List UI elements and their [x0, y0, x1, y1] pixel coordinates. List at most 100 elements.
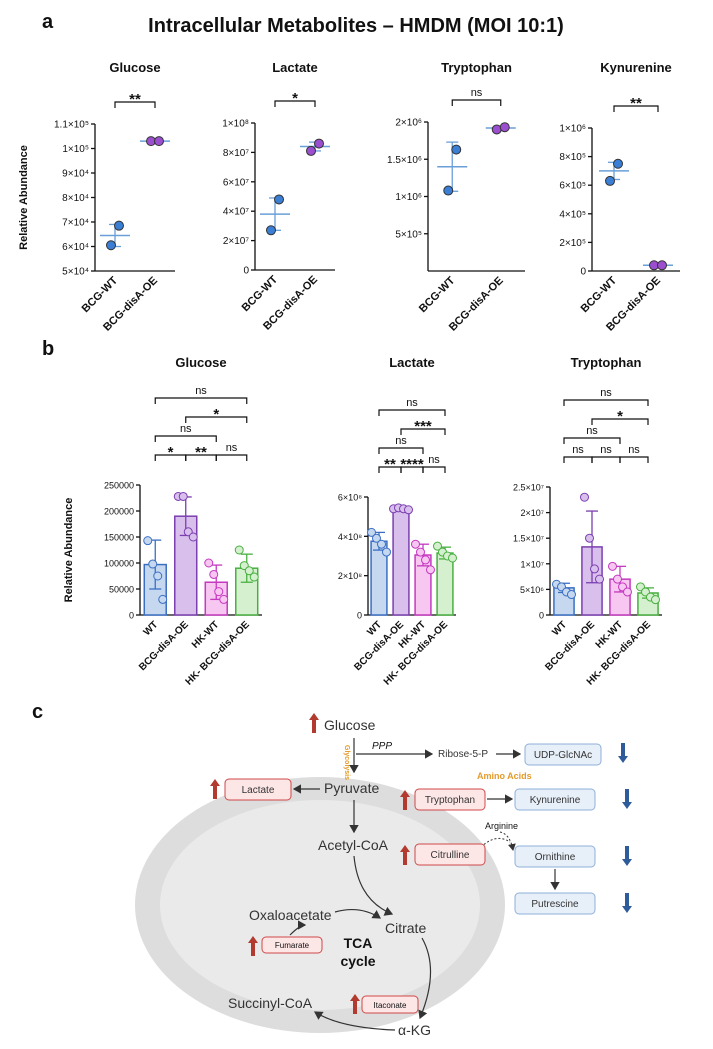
node-box — [514, 788, 596, 811]
data-point — [421, 555, 430, 565]
y-tick-label: 1×10⁵ — [62, 144, 89, 155]
node: Citrulline — [431, 850, 470, 861]
significance-label: ns — [195, 385, 207, 397]
x-tick-label: BCG-WT — [579, 274, 620, 315]
y-tick-label: 5×10⁶ — [520, 585, 544, 595]
data-point — [433, 541, 442, 551]
y-tick-label: 0 — [539, 611, 544, 621]
y-tick-label: 50000 — [109, 585, 134, 595]
node-box — [261, 936, 323, 954]
node: Amino Acids — [477, 771, 532, 781]
significance-label: * — [292, 90, 298, 107]
node: Arginine — [485, 821, 518, 831]
mitochondrion-inner — [160, 800, 480, 1010]
node: Glucose — [324, 717, 376, 733]
significance-label: ns — [226, 442, 238, 454]
data-point — [209, 569, 219, 579]
y-tick-label: 0 — [580, 267, 586, 278]
significance-label: ns — [572, 444, 584, 456]
y-tick-label: 5×10⁴ — [62, 267, 89, 278]
y-tick-label: 1.5×10⁶ — [387, 155, 422, 166]
node: Citrate — [385, 920, 426, 936]
y-tick-label: 1×10⁷ — [520, 559, 544, 569]
significance-bracket — [591, 456, 621, 463]
significance-label: ** — [129, 91, 141, 108]
down-arrow — [622, 846, 632, 866]
significance-bracket — [185, 416, 248, 423]
significance-label: ns — [406, 397, 418, 409]
y-tick-label: 0 — [129, 611, 134, 621]
node: Kynurenine — [530, 795, 581, 806]
significance-label: ** — [630, 95, 642, 112]
node: Pyruvate — [324, 780, 379, 796]
data-point — [178, 491, 188, 501]
chart-title: Lactate — [389, 355, 435, 370]
significance-label: ns — [586, 425, 598, 437]
data-point — [595, 574, 604, 584]
y-tick-label: 0 — [357, 611, 362, 621]
chart-title: Kynurenine — [600, 60, 672, 75]
data-point — [158, 594, 168, 604]
y-axis-label: Relative Abundance — [18, 145, 30, 250]
data-point — [580, 492, 589, 502]
chart-title: Tryptophan — [571, 355, 642, 370]
arrow — [499, 831, 516, 851]
y-tick-label: 150000 — [104, 533, 134, 543]
data-point — [567, 590, 576, 600]
data-point — [219, 594, 229, 604]
bar — [436, 552, 454, 616]
data-point — [608, 561, 617, 571]
node: Lactate — [242, 785, 275, 796]
significance-label: ns — [471, 87, 483, 99]
significance-bracket — [154, 435, 217, 442]
node-box — [524, 743, 602, 766]
down-arrow — [618, 743, 628, 763]
significance-bracket — [591, 418, 649, 425]
significance-bracket — [563, 437, 621, 444]
significance-label: ns — [600, 387, 612, 399]
significance-bracket — [400, 428, 446, 435]
chart-title: Glucose — [109, 60, 160, 75]
node: TCA — [344, 935, 373, 951]
significance-label: * — [617, 408, 623, 425]
data-point — [114, 220, 124, 231]
significance-bracket — [422, 466, 446, 473]
significance-bracket — [563, 399, 649, 406]
data-point — [382, 547, 391, 557]
y-tick-label: 200000 — [104, 507, 134, 517]
data-point — [499, 122, 510, 133]
data-point — [372, 533, 381, 543]
x-tick-label: BCG-WT — [417, 274, 458, 315]
y-tick-label: 250000 — [104, 481, 134, 491]
node: PPP — [372, 741, 392, 752]
y-tick-label: 2×10⁵ — [559, 238, 586, 249]
x-tick-label: BCG-disA-OE — [543, 619, 597, 673]
node-box — [414, 788, 486, 811]
data-point — [605, 175, 615, 186]
x-tick-label: WT — [550, 619, 569, 638]
arrow — [353, 855, 394, 916]
y-tick-label: 2×10⁸ — [338, 571, 362, 581]
pathway-diagram: Glucose Glycolysis PPP Ribose-5-P UDP-Gl… — [135, 713, 632, 1038]
y-tick-label: 8×10⁴ — [62, 193, 89, 204]
data-point — [657, 260, 667, 271]
significance-label: **** — [400, 456, 424, 473]
node: Tryptophan — [425, 795, 475, 806]
data-point — [244, 566, 254, 576]
arrow — [289, 920, 307, 936]
y-tick-label: 100000 — [104, 559, 134, 569]
node: UDP-GlcNAc — [534, 750, 592, 761]
y-tick-label: 6×10⁸ — [338, 493, 362, 503]
significance-label: ns — [428, 454, 440, 466]
significance-label: ns — [628, 444, 640, 456]
significance-label: ns — [180, 423, 192, 435]
data-point — [585, 533, 594, 543]
y-axis-label: Relative Abundance — [63, 498, 75, 603]
data-point — [214, 587, 224, 597]
data-point — [448, 553, 457, 563]
data-point — [377, 539, 386, 549]
data-point — [153, 571, 163, 581]
significance-bracket — [451, 99, 502, 106]
node: Itaconate — [374, 1001, 407, 1010]
node-box — [224, 778, 292, 801]
